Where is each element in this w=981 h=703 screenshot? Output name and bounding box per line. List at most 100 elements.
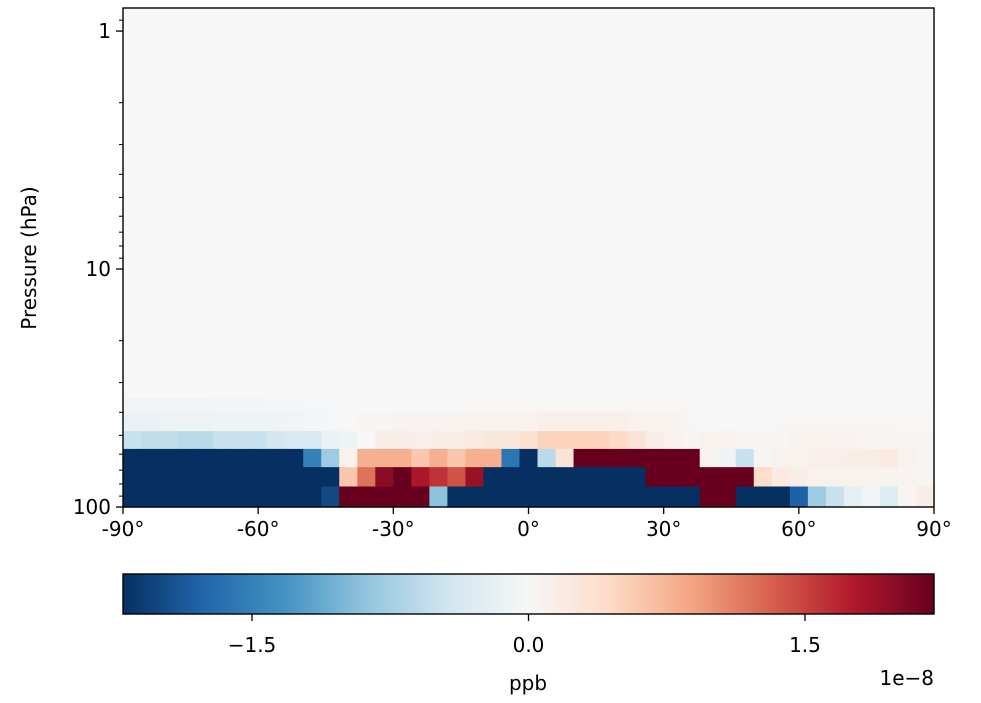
heatmap-cell — [375, 431, 394, 450]
heatmap-cell — [663, 412, 683, 432]
heatmap-cell — [141, 448, 160, 468]
heatmap-cell — [609, 448, 629, 468]
y-tick-label: 1 — [98, 19, 111, 43]
y-tick-label: 100 — [73, 495, 111, 519]
heatmap-cell — [573, 412, 593, 432]
heatmap-cell — [843, 431, 863, 450]
heatmap-cell — [519, 431, 539, 450]
heatmap-cell — [411, 448, 430, 468]
heatmap-cell — [141, 398, 160, 413]
heatmap-cell — [681, 467, 701, 488]
heatmap-cell — [465, 467, 485, 488]
heatmap-cell — [303, 448, 322, 468]
heatmap-cell — [303, 431, 322, 450]
heatmap-cell — [375, 467, 394, 488]
heatmap-cell — [357, 398, 376, 413]
heatmap-cell — [681, 398, 701, 413]
heatmap-cell — [411, 431, 430, 450]
heatmap-cell — [177, 398, 196, 413]
heatmap-cell — [627, 467, 647, 488]
heatmap-cell — [123, 486, 142, 508]
heatmap-cell — [537, 448, 557, 468]
heatmap-cell — [123, 398, 142, 413]
heatmap-cell — [429, 431, 448, 450]
y-axis-label: Pressure (hPa) — [17, 186, 41, 329]
heatmap-cell — [213, 431, 232, 450]
heatmap-cell — [159, 431, 178, 450]
heatmap-cell — [591, 431, 611, 450]
heatmap-cell — [735, 412, 755, 432]
x-tick-label: 90° — [916, 517, 951, 541]
heatmap-cell — [771, 467, 791, 488]
heatmap-cell — [645, 486, 665, 508]
heatmap-cell — [447, 448, 467, 468]
heatmap-cell — [231, 486, 250, 508]
heatmap-cell — [645, 398, 665, 413]
heatmap-cell — [339, 412, 358, 432]
colorbar-tick-label: 0.0 — [513, 633, 545, 657]
heatmap-cell — [447, 412, 467, 432]
heatmap-cell — [627, 448, 647, 468]
heatmap-cell — [213, 486, 232, 508]
heatmap-cell — [339, 467, 358, 488]
heatmap-cell — [249, 486, 268, 508]
heatmap-cell — [645, 431, 665, 450]
heatmap-cell — [465, 448, 485, 468]
heatmap-cell — [195, 412, 214, 432]
heatmap-cell — [753, 398, 773, 413]
heatmap-cell — [519, 448, 539, 468]
heatmap-cell — [393, 412, 412, 432]
heatmap-cells — [123, 8, 935, 508]
heatmap-cell — [897, 431, 917, 450]
heatmap-cell — [429, 448, 448, 468]
heatmap-cell — [825, 448, 845, 468]
heatmap-cell — [519, 467, 539, 488]
heatmap-cell — [447, 467, 467, 488]
heatmap-cell — [555, 467, 575, 488]
heatmap-cell — [627, 412, 647, 432]
heatmap-cell — [843, 448, 863, 468]
heatmap-cell — [375, 398, 394, 413]
heatmap-cell — [141, 467, 160, 488]
heatmap-cell — [753, 486, 773, 508]
heatmap-cell — [411, 486, 430, 508]
heatmap-cell — [825, 467, 845, 488]
heatmap-cell — [609, 398, 629, 413]
heatmap-cell — [843, 486, 863, 508]
heatmap-cell — [483, 467, 503, 488]
heatmap-cell — [285, 467, 304, 488]
x-tick-label: -90° — [102, 517, 145, 541]
heatmap-cell — [195, 398, 214, 413]
heatmap-cell — [231, 448, 250, 468]
heatmap-cell — [555, 448, 575, 468]
heatmap-cell — [591, 467, 611, 488]
heatmap-cell — [861, 448, 881, 468]
heatmap-cell — [393, 431, 412, 450]
heatmap-cell — [771, 448, 791, 468]
heatmap-cell — [573, 431, 593, 450]
heatmap-cell — [357, 467, 376, 488]
heatmap-cell — [429, 412, 448, 432]
heatmap-cell — [627, 398, 647, 413]
heatmap-cell — [375, 412, 394, 432]
heatmap-cell — [609, 486, 629, 508]
heatmap-cell — [195, 486, 214, 508]
heatmap-cell — [843, 467, 863, 488]
heatmap-cell — [861, 398, 881, 413]
heatmap-cell — [663, 486, 683, 508]
heatmap-cell — [609, 431, 629, 450]
heatmap-cell — [789, 448, 809, 468]
heatmap-cell — [663, 398, 683, 413]
heatmap-cell — [915, 467, 935, 488]
colorbar-tick-label: 1.5 — [789, 633, 821, 657]
heatmap-cell — [159, 398, 178, 413]
heatmap-cell — [591, 486, 611, 508]
heatmap-cell — [807, 486, 827, 508]
heatmap-cell — [267, 412, 286, 432]
heatmap-cell — [519, 412, 539, 432]
heatmap-cell — [195, 467, 214, 488]
heatmap-cell — [123, 431, 142, 450]
heatmap-cell — [591, 412, 611, 432]
heatmap-cell — [915, 412, 935, 432]
